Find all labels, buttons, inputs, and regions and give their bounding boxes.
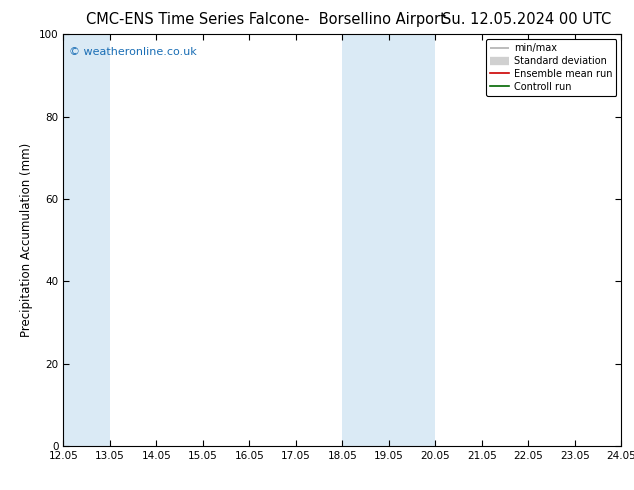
Bar [389,34,436,446]
Legend: min/max, Standard deviation, Ensemble mean run, Controll run: min/max, Standard deviation, Ensemble me… [486,39,616,96]
Y-axis label: Precipitation Accumulation (mm): Precipitation Accumulation (mm) [20,143,34,337]
Text: Su. 12.05.2024 00 UTC: Su. 12.05.2024 00 UTC [442,12,611,27]
Text: CMC-ENS Time Series Falcone-  Borsellino Airport: CMC-ENS Time Series Falcone- Borsellino … [86,12,446,27]
Bar [342,34,389,446]
Bar [63,34,110,446]
Text: © weatheronline.co.uk: © weatheronline.co.uk [69,47,197,57]
